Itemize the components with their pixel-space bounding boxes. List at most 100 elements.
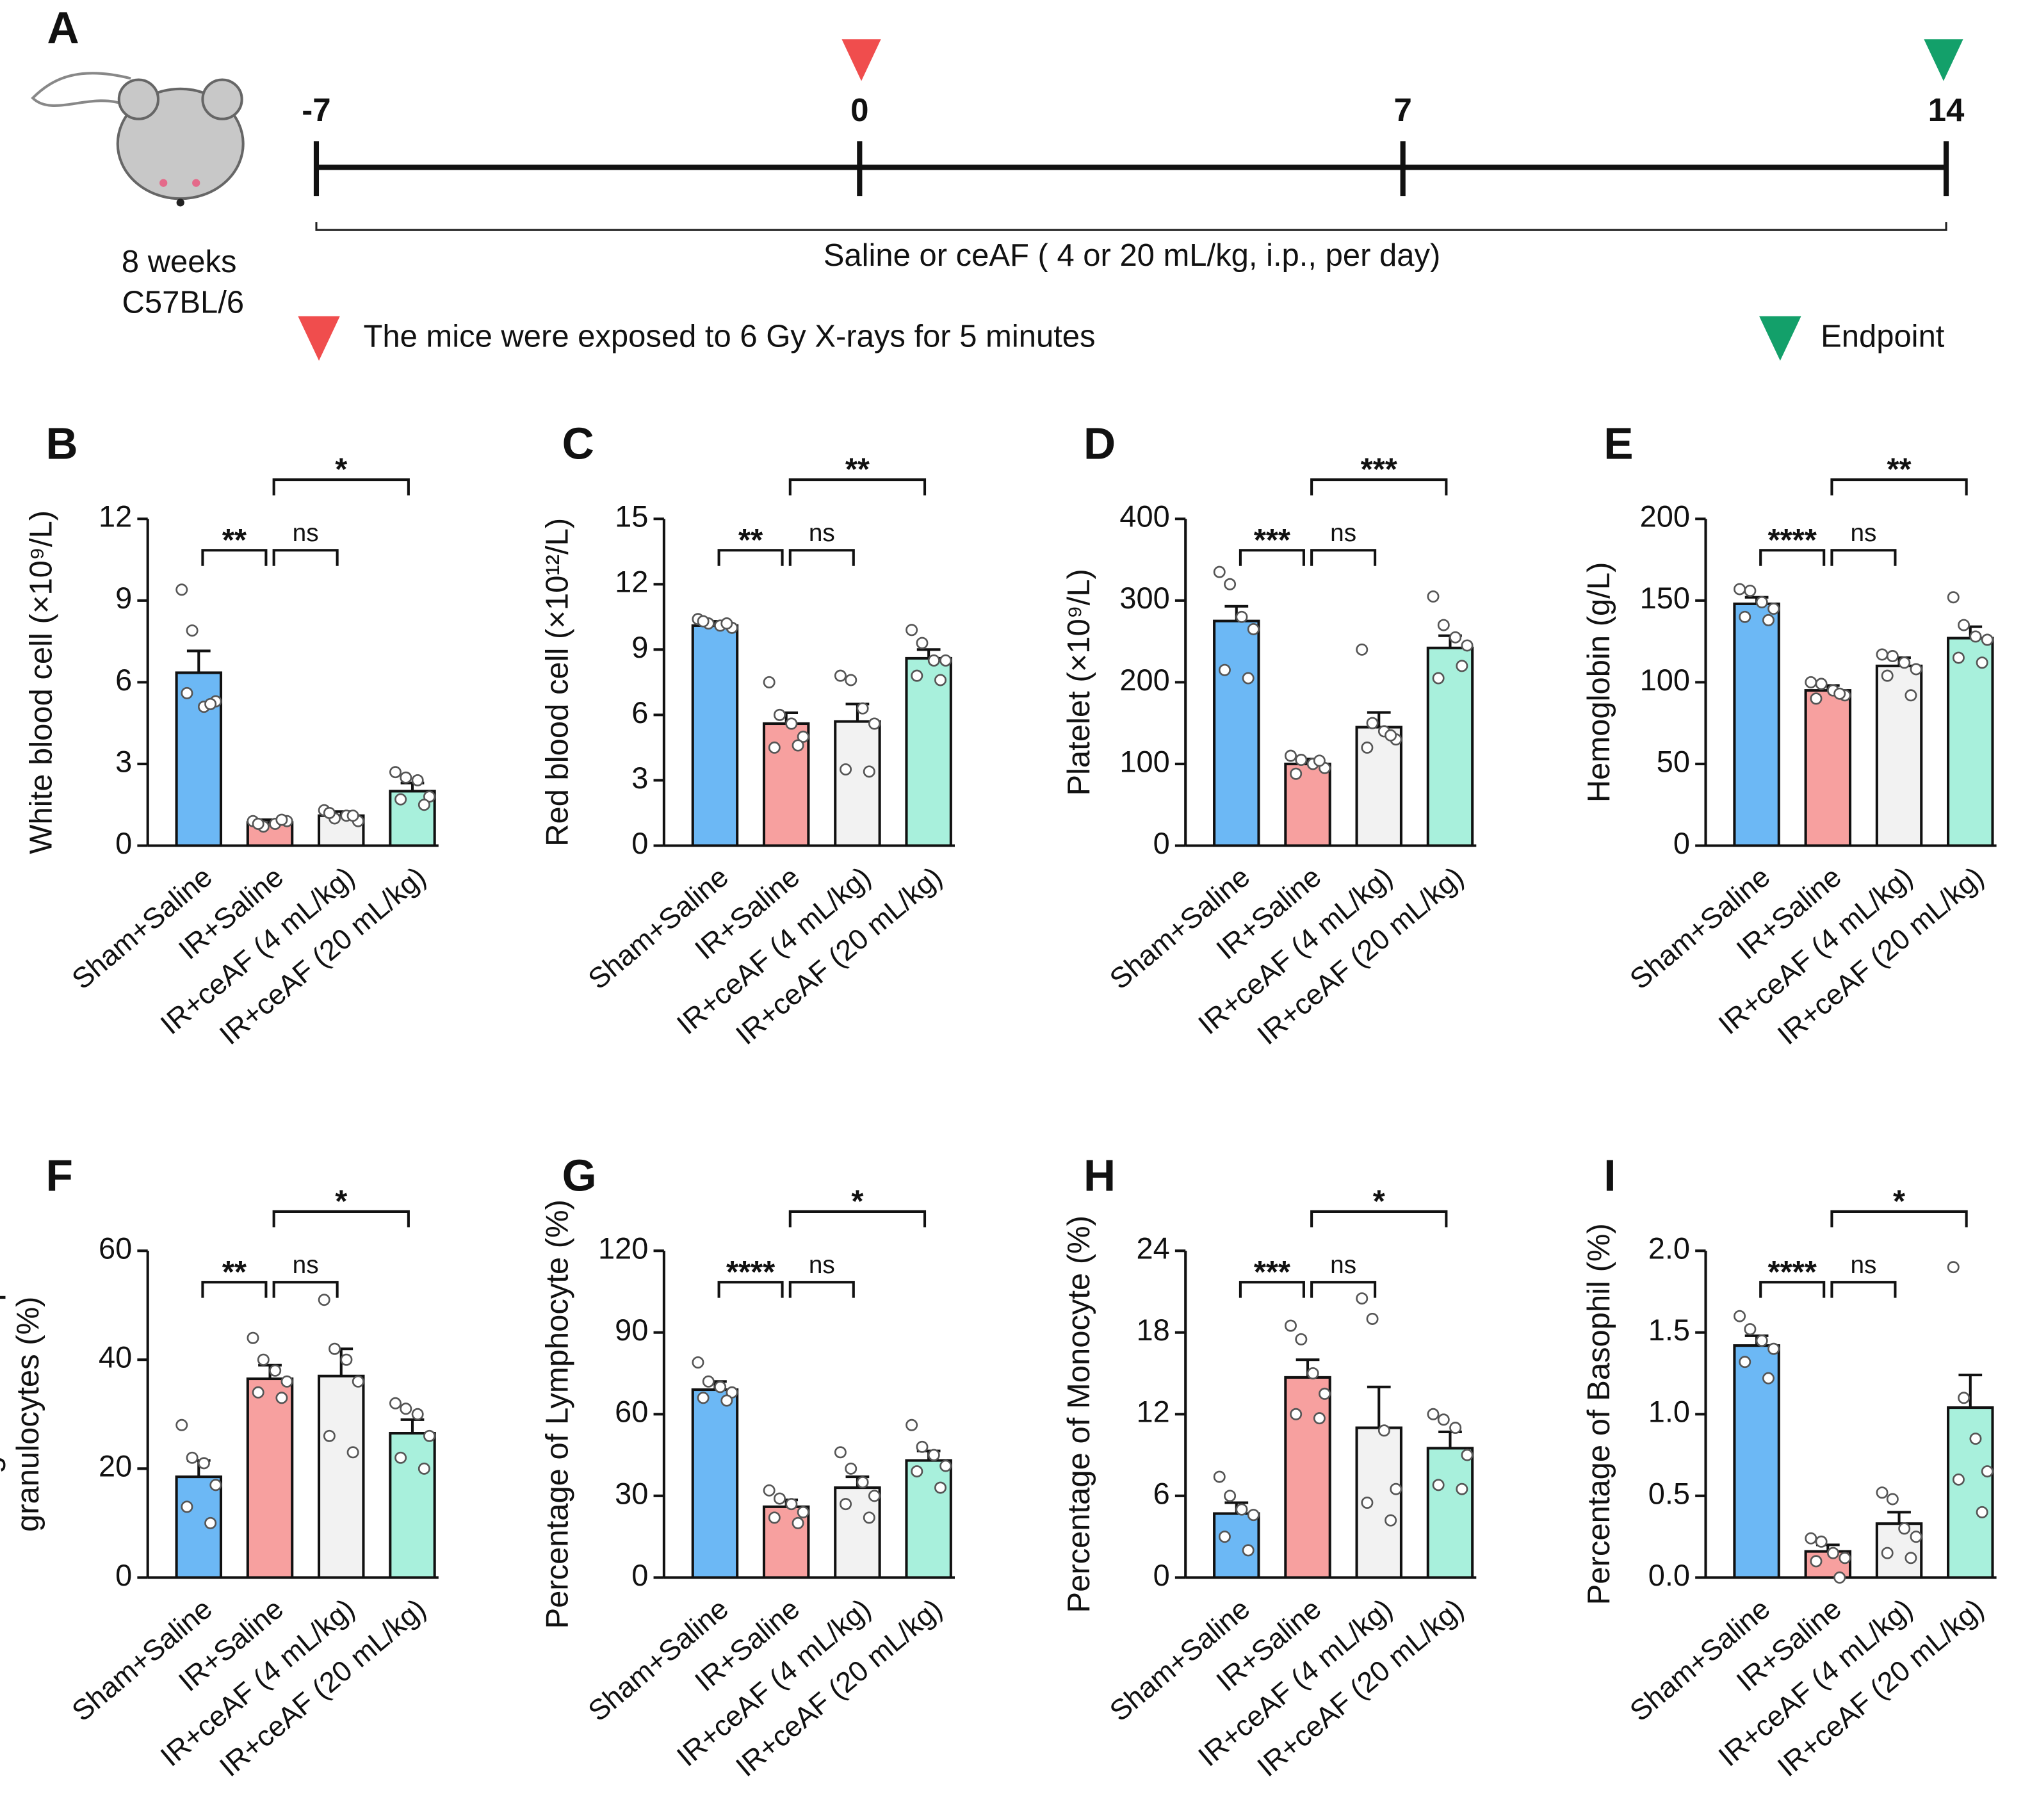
timeline-tick-label: -7 [302, 92, 330, 128]
significance-label: ns [809, 519, 835, 547]
data-point [1910, 1531, 1922, 1543]
significance-bracket [788, 1210, 927, 1228]
significance-label: ** [738, 523, 763, 558]
significance-label: **** [1768, 1255, 1817, 1290]
data-point [714, 1381, 727, 1393]
bar [691, 1388, 739, 1579]
y-tick-label: 6 [1153, 1477, 1170, 1510]
significance-bracket [717, 549, 784, 566]
y-tick-label: 100 [1640, 663, 1690, 697]
significance-label: ns [1330, 519, 1356, 547]
data-point [840, 763, 852, 776]
y-tick-label: 20 [99, 1450, 132, 1483]
data-point [1285, 1319, 1297, 1332]
data-point [863, 1511, 875, 1524]
data-point [1744, 1323, 1757, 1336]
data-point [911, 1465, 923, 1478]
data-point [411, 1408, 424, 1420]
bar [905, 656, 952, 847]
data-point [768, 741, 781, 754]
y-tick-label: 0.5 [1648, 1477, 1690, 1510]
data-point [906, 624, 918, 637]
y-tick-label: 18 [1136, 1313, 1169, 1347]
y-tick-label: 90 [615, 1313, 648, 1347]
data-point [389, 766, 402, 779]
data-point [1247, 622, 1260, 635]
data-point [1762, 613, 1775, 626]
panel-a: A 8 weeks C57BL/6 Saline or ceAF ( 4 or … [31, 3, 1963, 361]
data-point [1456, 1483, 1468, 1495]
data-point [252, 1386, 264, 1399]
data-point [834, 669, 847, 682]
bar [1426, 1447, 1474, 1579]
panel-label: I [1604, 1150, 1616, 1200]
data-point [1805, 676, 1817, 688]
data-point [1755, 596, 1768, 608]
data-point [352, 1375, 364, 1388]
data-point [346, 809, 359, 822]
y-tick-label: 200 [1119, 663, 1169, 697]
data-point [1437, 1413, 1450, 1426]
bar [1733, 1344, 1780, 1579]
data-point [1461, 1449, 1474, 1461]
data-point [1876, 1486, 1889, 1499]
error-bar [1958, 1374, 1983, 1408]
data-point [175, 583, 188, 596]
data-point [181, 687, 193, 699]
legend-marker [298, 316, 340, 361]
data-point [1886, 650, 1899, 663]
data-point [1242, 1544, 1255, 1557]
data-point [1947, 591, 1960, 604]
significance-label: *** [1361, 453, 1398, 487]
y-tick-label: 30 [615, 1477, 648, 1510]
significance-bracket [1310, 1210, 1448, 1228]
data-point [175, 1418, 188, 1431]
data-point [418, 799, 430, 811]
data-point [792, 739, 804, 752]
data-point [1213, 1470, 1226, 1483]
significance-label: * [1893, 1185, 1906, 1219]
bar [1733, 602, 1780, 847]
data-point [1356, 1292, 1369, 1305]
significance-label: * [1373, 1185, 1386, 1219]
error-bar [1887, 1511, 1911, 1524]
data-point [702, 1375, 715, 1388]
data-point [763, 1484, 776, 1497]
y-tick-label: 2.0 [1648, 1232, 1690, 1265]
data-point [697, 615, 710, 628]
y-tick-label: 50 [1657, 745, 1690, 778]
data-point [797, 1506, 809, 1518]
data-point [1427, 590, 1440, 603]
data-point [863, 765, 875, 778]
data-point [1969, 1433, 1982, 1445]
significance-bracket [272, 1210, 410, 1228]
data-point [1952, 651, 1965, 664]
data-point [868, 717, 881, 730]
data-point [1767, 1342, 1780, 1355]
bar [318, 1374, 365, 1579]
y-tick-label: 12 [99, 500, 132, 533]
legend-marker [1759, 316, 1801, 361]
data-point [389, 1397, 402, 1410]
significance-bracket [1310, 478, 1448, 496]
data-point [257, 1353, 270, 1366]
irradiation-marker [841, 39, 881, 81]
y-tick-label: 3 [115, 745, 132, 778]
panel-label: F [46, 1150, 73, 1200]
panel-label: G [562, 1150, 597, 1200]
data-point [856, 1476, 869, 1489]
data-point [1744, 585, 1757, 597]
y-tick-label: 60 [99, 1232, 132, 1265]
panel-label: B [46, 418, 78, 468]
y-axis-label: Platelet (×10⁹/L) [1062, 569, 1096, 795]
data-point [394, 1451, 407, 1464]
error-bar [186, 649, 211, 673]
significance-bracket [272, 1281, 339, 1298]
data-point [1815, 1535, 1828, 1548]
data-point [1881, 1547, 1894, 1559]
data-point [1427, 1408, 1440, 1420]
